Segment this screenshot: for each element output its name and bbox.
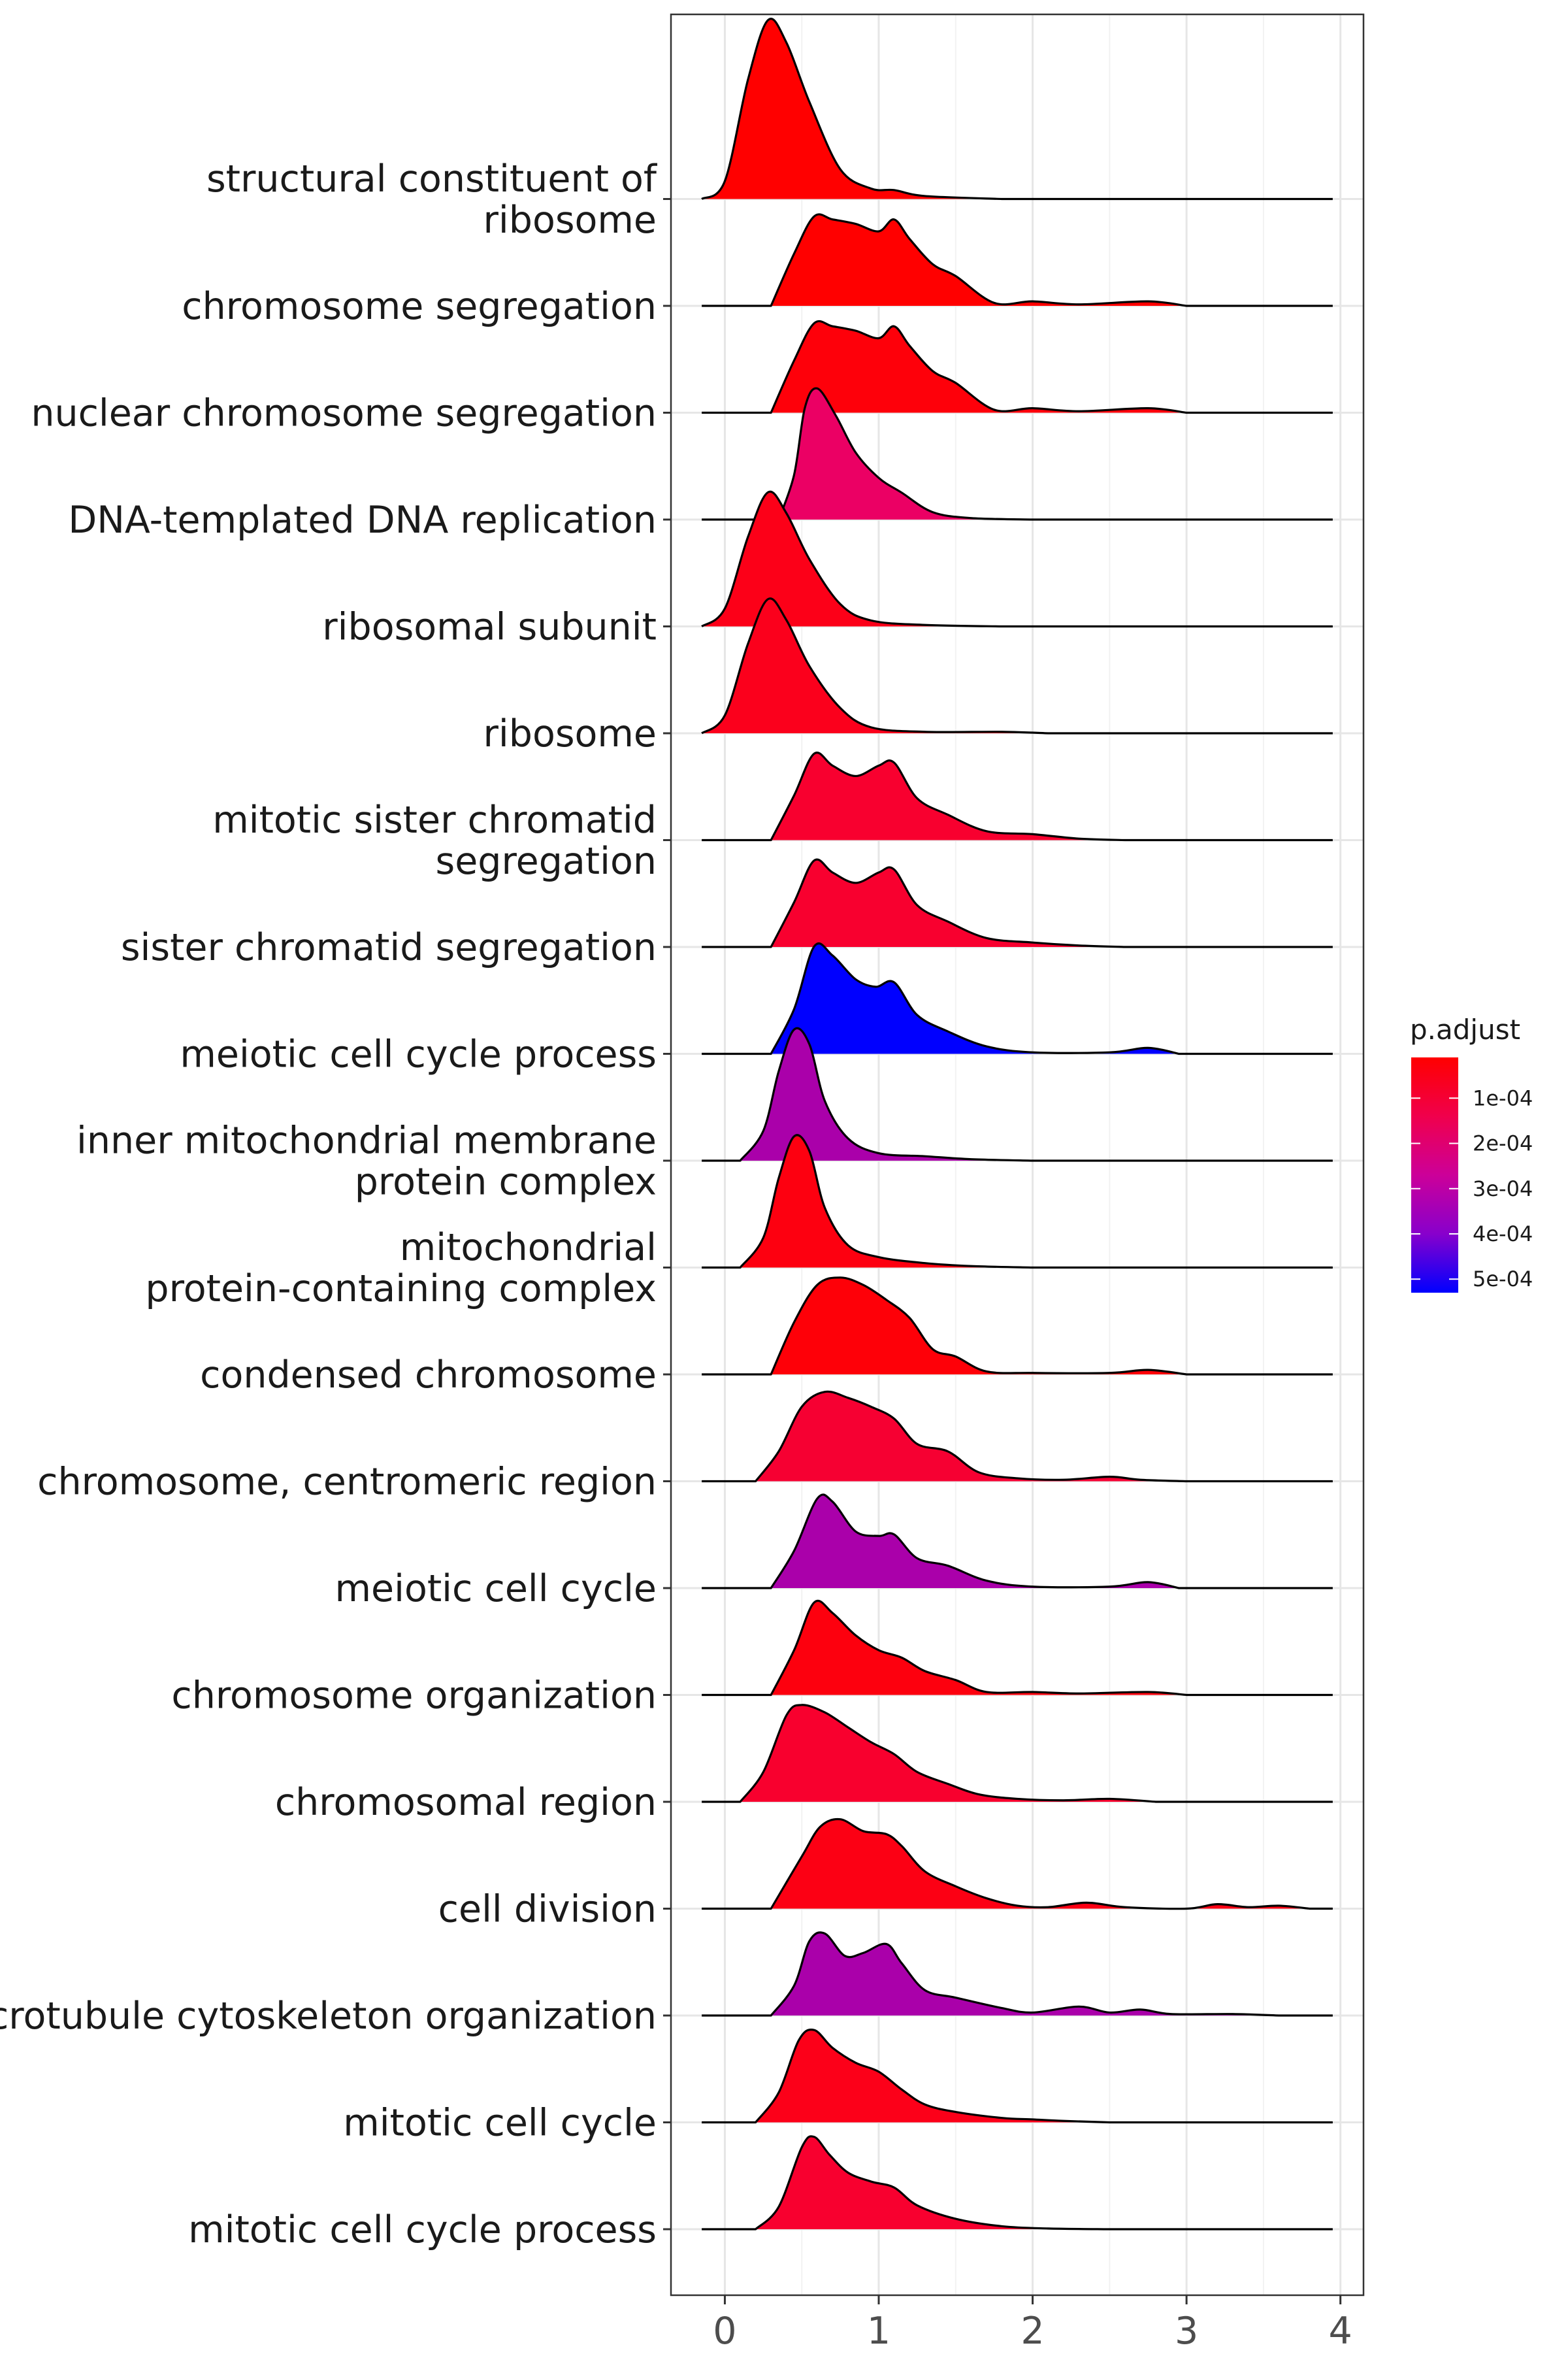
ridge-series bbox=[702, 320, 1333, 414]
ridge-series bbox=[702, 1599, 1333, 1697]
ridge-fill bbox=[778, 388, 1033, 520]
ridge-outline bbox=[702, 1134, 1333, 1269]
x-tick-label: 1 bbox=[867, 2310, 890, 2353]
ridge-series bbox=[702, 2028, 1333, 2124]
ridge-fill bbox=[771, 943, 1179, 1054]
ridge-outline bbox=[702, 858, 1333, 948]
legend-label: 3e-04 bbox=[1473, 1176, 1533, 1201]
y-tick-label: condensed chromosome bbox=[200, 1353, 657, 1397]
ridge-series bbox=[702, 1817, 1333, 1910]
ridge-outline bbox=[702, 1704, 1333, 1803]
ridge-series bbox=[702, 1931, 1333, 2017]
ridge-series bbox=[702, 1134, 1333, 1269]
y-tick-label: mitotic sister chromatid segregation bbox=[212, 799, 657, 883]
y-tick-label: chromosomal region bbox=[275, 1781, 657, 1824]
ridge-series bbox=[702, 2135, 1333, 2231]
ridge-series bbox=[702, 1276, 1333, 1376]
ridge-fill bbox=[771, 1277, 1187, 1374]
ridge-fill bbox=[755, 2029, 1110, 2123]
y-tick-label: nuclear chromosome segregation bbox=[31, 392, 657, 435]
ridge-series bbox=[702, 858, 1333, 948]
y-tick-label: mitotic cell cycle bbox=[343, 2102, 657, 2145]
legend-label: 2e-04 bbox=[1473, 1131, 1533, 1156]
ridge-series bbox=[702, 387, 1333, 521]
ridge-outline bbox=[702, 1027, 1333, 1162]
ridge-series bbox=[702, 1390, 1333, 1483]
ridge-outline bbox=[702, 1276, 1333, 1376]
ridge-series bbox=[702, 1493, 1333, 1589]
ridge-series bbox=[702, 752, 1333, 842]
ridge-series bbox=[702, 1027, 1333, 1162]
legend: p.adjust 1e-04 2e-04 3e-04 4e-04 5e-04 bbox=[1410, 1014, 1533, 1293]
ridge-outline bbox=[701, 18, 1333, 201]
ridge-fill bbox=[755, 2136, 1110, 2229]
x-tick-label: 4 bbox=[1329, 2310, 1352, 2353]
y-tick-label: microtubule cytoskeleton organization bbox=[0, 1995, 657, 2038]
ridge-fill bbox=[702, 491, 1002, 627]
ridge-layer bbox=[701, 18, 1333, 2231]
ridge-fill bbox=[771, 752, 1125, 840]
x-axis: 0 1 2 3 4 bbox=[713, 2295, 1352, 2353]
ridge-outline bbox=[701, 490, 1333, 628]
y-tick-label: mitotic cell cycle process bbox=[188, 2208, 657, 2251]
y-tick-label: meiotic cell cycle process bbox=[180, 1033, 657, 1076]
ridge-fill bbox=[771, 214, 1187, 306]
ridge-fill bbox=[771, 859, 1125, 947]
x-tick-label: 0 bbox=[713, 2310, 736, 2353]
panel-border bbox=[670, 13, 1365, 2297]
y-tick-label: sister chromatid segregation bbox=[121, 926, 657, 969]
ridge-outline bbox=[702, 1493, 1333, 1589]
ridge-fill bbox=[771, 1932, 1279, 2016]
ridge-outline bbox=[702, 213, 1333, 307]
ridge-fill bbox=[771, 1494, 1179, 1588]
ridge-outline bbox=[702, 1390, 1333, 1483]
ridge-outline bbox=[701, 597, 1333, 735]
y-tick-label: ribosome bbox=[483, 712, 657, 755]
ridge-outline bbox=[702, 2028, 1333, 2124]
x-tick-label: 2 bbox=[1021, 2310, 1044, 2353]
y-tick-label: chromosome segregation bbox=[182, 285, 657, 328]
legend-title: p.adjust bbox=[1410, 1014, 1520, 1046]
ridge-fill bbox=[771, 1601, 1187, 1695]
y-tick-label: chromosome, centromeric region bbox=[37, 1461, 657, 1504]
ridge-series bbox=[702, 1704, 1333, 1803]
legend-colorbar bbox=[1411, 1057, 1458, 1293]
ridge-fill bbox=[771, 1819, 1310, 1909]
y-tick-label: mitochondrial protein-containing complex bbox=[145, 1226, 657, 1310]
ridge-fill bbox=[702, 18, 1002, 199]
legend-label: 4e-04 bbox=[1473, 1221, 1533, 1246]
ridge-series bbox=[701, 18, 1333, 201]
ridge-outline bbox=[702, 2135, 1333, 2231]
ridge-series bbox=[701, 597, 1333, 735]
ridge-outline bbox=[702, 942, 1333, 1055]
ridge-fill bbox=[740, 1704, 1156, 1802]
y-tick-label: ribosomal subunit bbox=[322, 606, 657, 649]
legend-label: 5e-04 bbox=[1473, 1267, 1533, 1291]
y-axis: mitotic cell cycle process mitotic cell c… bbox=[0, 158, 671, 2251]
y-tick-label: chromosome organization bbox=[171, 1674, 657, 1717]
ridge-series bbox=[702, 213, 1333, 307]
y-tick-label: cell division bbox=[438, 1888, 657, 1931]
legend-label: 1e-04 bbox=[1473, 1086, 1533, 1110]
x-tick-label: 3 bbox=[1175, 2310, 1198, 2353]
y-tick-label: meiotic cell cycle bbox=[335, 1567, 657, 1610]
y-tick-label: inner mitochondrial membrane protein comp… bbox=[76, 1120, 657, 1204]
ridge-outline bbox=[702, 1599, 1333, 1697]
ridge-fill bbox=[702, 598, 1049, 733]
ridge-fill bbox=[755, 1391, 1187, 1482]
y-tick-label: DNA-templated DNA replication bbox=[68, 499, 657, 542]
y-tick-label: structural constituent of ribosome bbox=[206, 158, 658, 242]
ridge-fill bbox=[771, 321, 1187, 413]
ridge-outline bbox=[702, 1931, 1333, 2017]
ridge-series bbox=[701, 490, 1333, 628]
ridge-series bbox=[702, 942, 1333, 1055]
ridge-outline bbox=[702, 1817, 1333, 1910]
ridge-outline bbox=[702, 387, 1333, 521]
ridge-outline bbox=[702, 320, 1333, 414]
ridge-outline bbox=[702, 752, 1333, 842]
